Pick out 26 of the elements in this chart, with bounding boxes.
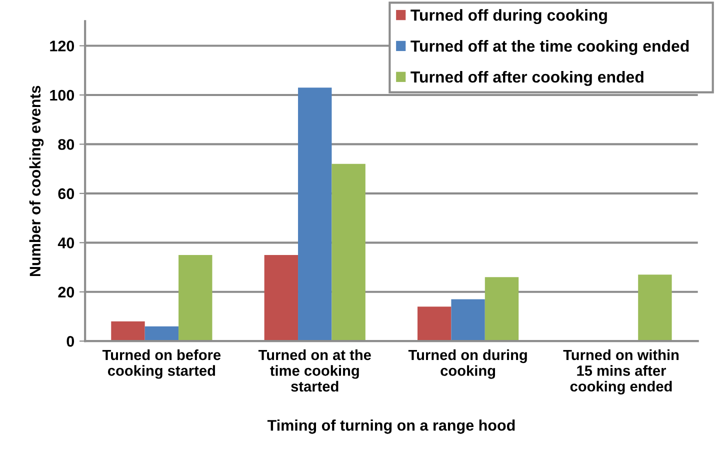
legend-label: Turned off during cooking [410, 9, 607, 24]
bar [264, 254, 298, 342]
y-tick-label: 20 [58, 286, 74, 298]
y-tick-label: 0 [66, 336, 74, 347]
bar [332, 164, 366, 342]
y-tick-label: 120 [50, 40, 74, 52]
bar [484, 277, 519, 342]
x-tick-label: Turned on during cooking [408, 349, 527, 379]
x-axis-title: Timing of turning on a range hood [267, 420, 515, 434]
legend-label: Turned off at the time cooking ended [410, 40, 689, 55]
bar [178, 254, 212, 342]
y-tick-label: 80 [58, 139, 74, 150]
y-tick-label: 100 [50, 90, 74, 101]
x-tick-label: Turned on at the time cooking started [258, 349, 371, 392]
bar [638, 274, 672, 342]
y-axis-title: Number of cooking events [29, 86, 44, 276]
y-tick-label: 40 [58, 238, 74, 248]
legend-label: Turned off after cooking ended [410, 70, 644, 86]
bar [418, 306, 452, 342]
bar [144, 326, 179, 342]
bar [298, 88, 332, 342]
bar [111, 321, 145, 342]
y-tick-label: 60 [58, 188, 74, 200]
bar [451, 299, 485, 342]
x-tick-label: Turned on within 15 mins after cooking ended [563, 349, 679, 395]
x-tick-label: Turned on before cooking started [102, 349, 221, 379]
